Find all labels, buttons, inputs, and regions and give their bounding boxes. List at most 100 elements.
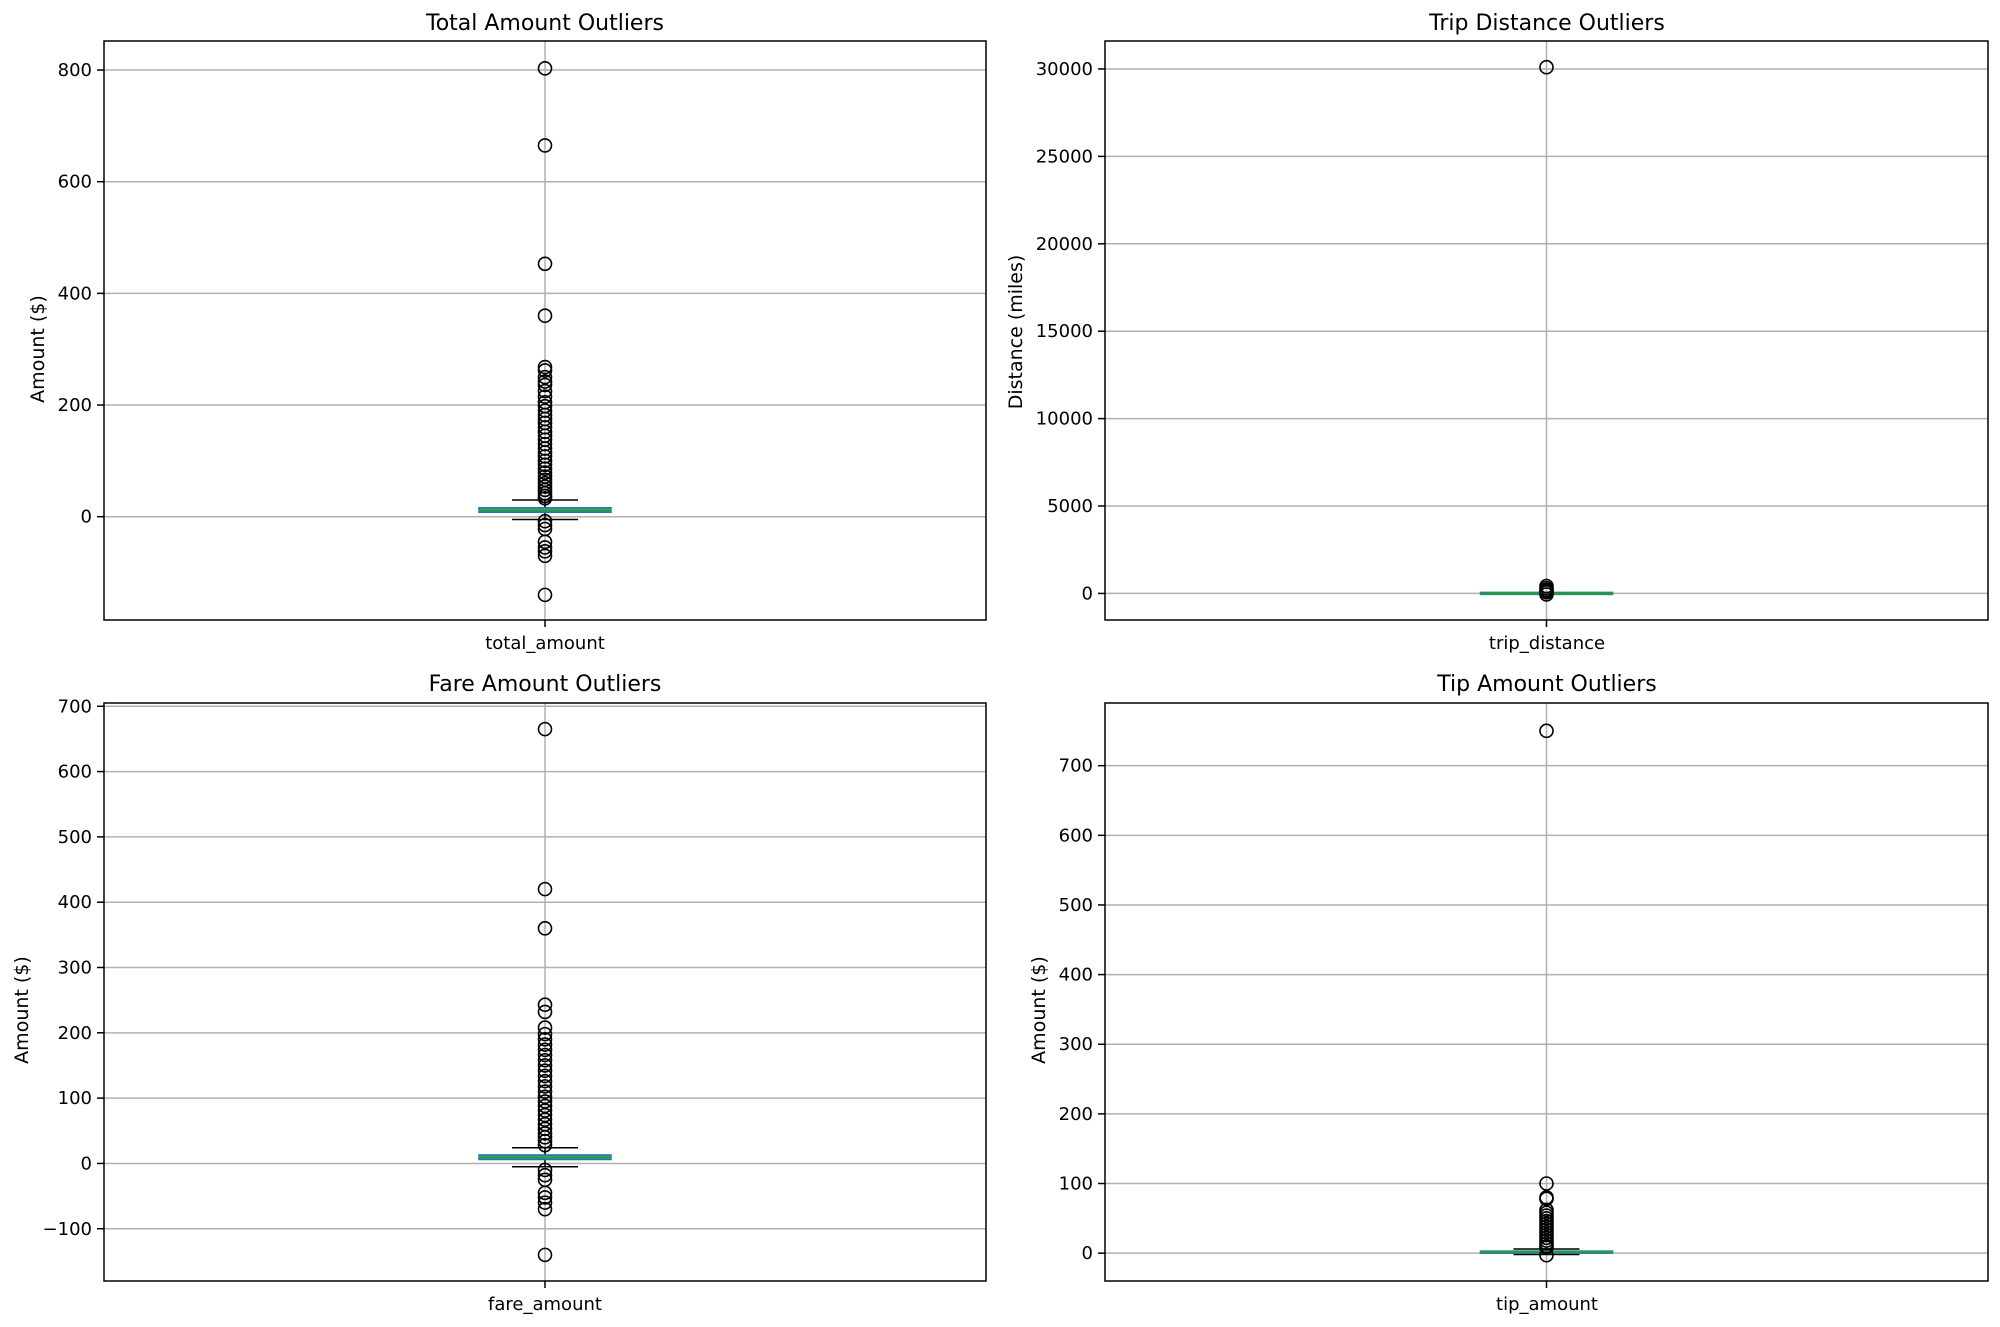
panel-total-amount: Total Amount Outliers Amount ($) total_a…	[27, 11, 987, 654]
outlier-point	[537, 1042, 553, 1058]
outlier-point	[537, 1190, 553, 1205]
outlier-point	[537, 363, 553, 378]
y-tick-label: 600	[1059, 825, 1093, 846]
outlier-point	[537, 1047, 553, 1063]
outlier-point	[537, 1162, 553, 1178]
outlier-point	[537, 540, 553, 555]
outlier-point	[537, 1058, 553, 1073]
y-tick-label: 200	[58, 395, 92, 416]
plot-frame	[1104, 40, 1989, 621]
outlier-point	[537, 721, 553, 737]
outlier-point	[537, 921, 553, 936]
outlier-point	[537, 1084, 553, 1099]
y-tick-label: 20000	[1036, 234, 1093, 255]
y-tick-label: 25000	[1036, 146, 1093, 167]
outlier-point	[537, 1032, 553, 1047]
x-tick-label: total_amount	[485, 633, 605, 654]
outlier-point	[537, 548, 553, 564]
panel-tip-amount: Tip Amount Outliers Amount ($) tip_amoun…	[1028, 672, 1989, 1315]
y-axis-label: Amount ($)	[11, 956, 33, 1064]
outlier-point	[537, 457, 553, 473]
outlier-point	[537, 881, 553, 897]
panel-fare-amount: Fare Amount Outliers Amount ($) fare_amo…	[11, 672, 987, 1315]
outlier-point	[537, 61, 553, 76]
y-tick-label: 800	[58, 60, 92, 81]
outlier-point	[537, 1037, 553, 1052]
y-tick-label: 200	[1059, 1104, 1093, 1125]
outlier-point	[537, 1063, 553, 1078]
y-tick-label: 400	[58, 283, 92, 304]
outlier-point	[537, 377, 553, 393]
outlier-point	[537, 308, 553, 324]
outlier-point	[537, 1052, 553, 1068]
y-tick-label: 30000	[1036, 59, 1093, 80]
panel-trip-distance: Trip Distance Outliers Distance (miles) …	[1005, 11, 1989, 654]
y-tick-label: 200	[58, 1023, 92, 1044]
y-tick-label: 100	[58, 1088, 92, 1109]
y-axis-label: Distance (miles)	[1005, 255, 1027, 410]
outlier-point	[537, 513, 553, 529]
outlier-point	[537, 479, 553, 494]
outlier-point	[537, 1137, 553, 1153]
chart-title: Fare Amount Outliers	[429, 672, 662, 697]
outlier-point	[537, 587, 553, 603]
outlier-point	[537, 1201, 553, 1217]
chart-title: Trip Distance Outliers	[1428, 11, 1665, 36]
outlier-point	[537, 1079, 553, 1094]
outlier-point	[537, 1026, 553, 1042]
outlier-point	[537, 359, 553, 375]
outlier-point	[537, 1130, 553, 1145]
y-tick-label: 10000	[1036, 409, 1093, 430]
outlier-point	[537, 534, 553, 550]
outlier-point	[537, 461, 553, 476]
outlier-point	[1539, 1176, 1554, 1191]
outlier-point	[537, 482, 553, 498]
y-tick-label: −100	[43, 1219, 92, 1240]
y-tick-label: 700	[58, 696, 92, 717]
chart-title: Tip Amount Outliers	[1436, 672, 1656, 697]
outlier-point	[537, 138, 553, 153]
outlier-point	[537, 1185, 553, 1201]
y-tick-label: 300	[1059, 1034, 1093, 1055]
y-tick-label: 0	[1082, 583, 1093, 604]
plot-frame	[1104, 702, 1989, 1282]
y-axis-label: Amount ($)	[27, 295, 49, 403]
plot-frame	[103, 40, 987, 621]
y-axis-label: Amount ($)	[1028, 956, 1050, 1064]
y-tick-label: 0	[81, 507, 92, 528]
outlier-point	[537, 374, 553, 389]
x-tick-label: fare_amount	[488, 1294, 602, 1315]
outlier-point	[1539, 1247, 1554, 1263]
outlier-point	[537, 1068, 553, 1084]
outlier-point	[537, 517, 553, 533]
outlier-point	[537, 1126, 553, 1141]
y-tick-label: 600	[58, 762, 92, 783]
y-tick-label: 400	[1059, 965, 1093, 986]
y-tick-label: 700	[1059, 756, 1093, 777]
outlier-point	[1539, 59, 1554, 75]
y-tick-label: 100	[1059, 1174, 1093, 1195]
y-tick-label: 0	[81, 1153, 92, 1174]
outlier-point	[1539, 1240, 1554, 1255]
y-tick-label: 15000	[1036, 321, 1093, 342]
y-tick-label: 5000	[1047, 496, 1093, 517]
outlier-point	[537, 1004, 553, 1020]
plot-frame	[103, 702, 987, 1282]
outlier-point	[537, 1020, 553, 1035]
outlier-point	[537, 1167, 553, 1183]
outlier-point	[537, 1133, 553, 1149]
outlier-point	[537, 1073, 553, 1089]
outlier-point	[1539, 587, 1554, 602]
y-tick-label: 500	[1059, 895, 1093, 916]
y-tick-label: 400	[58, 892, 92, 913]
chart-title: Total Amount Outliers	[425, 11, 664, 36]
y-tick-label: 500	[58, 827, 92, 848]
outlier-point	[537, 453, 553, 469]
y-tick-label: 0	[1082, 1243, 1093, 1264]
x-tick-label: tip_amount	[1496, 1294, 1598, 1315]
outlier-point	[537, 383, 553, 399]
y-tick-label: 300	[58, 958, 92, 979]
outlier-point	[537, 256, 553, 272]
outlier-point	[537, 1247, 553, 1263]
y-tick-label: 600	[58, 172, 92, 193]
